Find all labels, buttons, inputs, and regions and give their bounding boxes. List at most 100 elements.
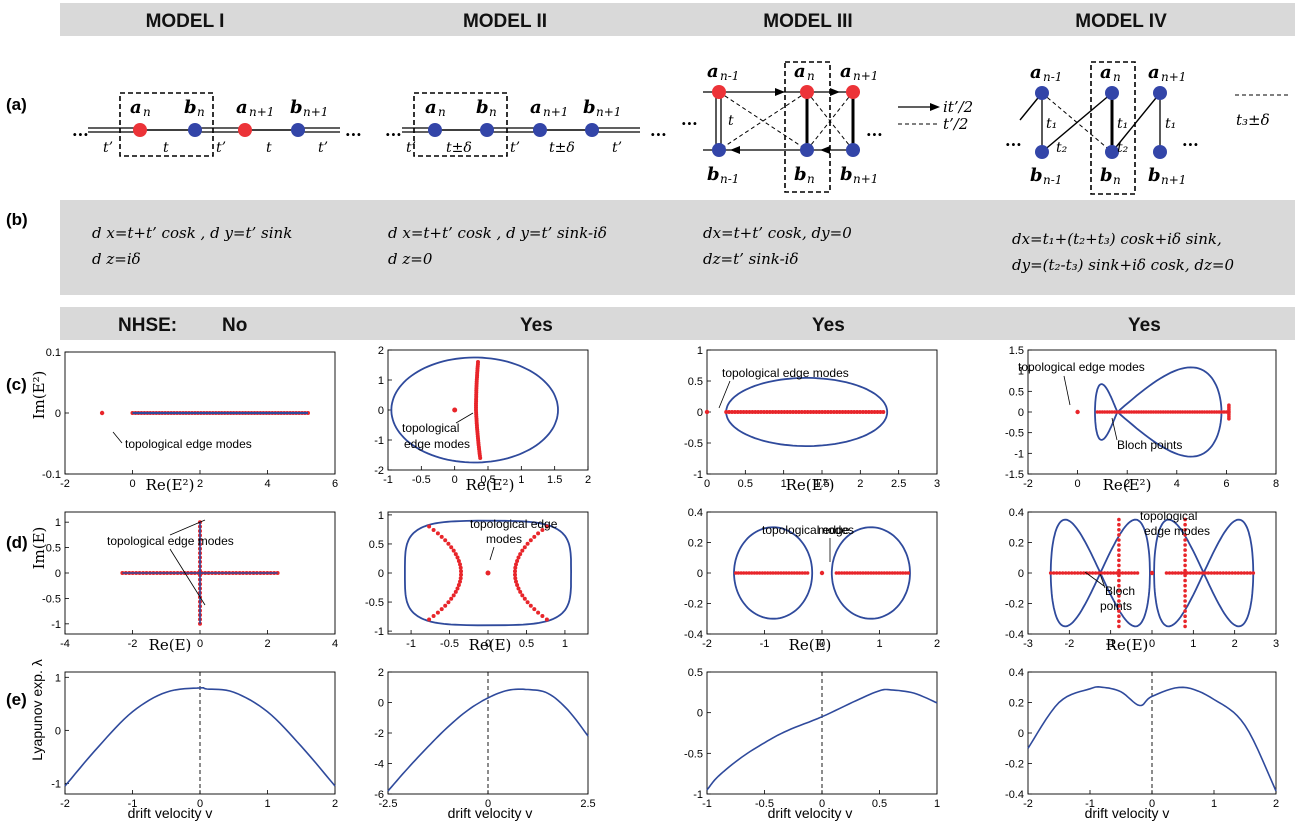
data-point [514, 562, 518, 567]
node-b [480, 123, 494, 137]
data-point [837, 410, 842, 414]
data-point [532, 534, 537, 539]
annot-topo-d1: topological edge modes [107, 534, 234, 548]
plot-c4: -2 0 2 4 6 8 -1.5 -1 -0.5 0 0.5 1 1.5 [1005, 345, 1279, 490]
data-point [757, 571, 762, 575]
data-point [1069, 571, 1074, 575]
label-a: a [707, 61, 719, 82]
data-point [776, 410, 781, 414]
data-point [770, 410, 775, 414]
x-tick-label: -0.5 [412, 474, 431, 486]
data-point [869, 410, 874, 414]
x-tick-label: 4 [264, 478, 270, 490]
eq-model-2-line-1: d x=t+t’ cosk , d y=t’ sink-iδ [388, 224, 607, 242]
data-point [435, 610, 440, 615]
hop-label: t’ [103, 140, 113, 156]
node-b [712, 143, 726, 157]
x-tick-label: 3 [1273, 638, 1279, 650]
hop-label: t [266, 140, 272, 156]
plot-e1: -2 -1 0 1 2 -1 0 1 [51, 671, 338, 810]
data-point [1124, 410, 1129, 414]
data-point [532, 607, 537, 612]
data-point [879, 571, 884, 575]
data-point [458, 579, 462, 584]
eq-model-1-line-1: d x=t+t’ cosk , d y=t’ sink [92, 224, 292, 242]
data-point [1239, 571, 1244, 575]
edge-mode-point [485, 570, 491, 576]
data-point [528, 603, 533, 608]
y-tick-label: -6 [374, 789, 384, 801]
data-point [1203, 571, 1208, 575]
data-point [1245, 571, 1250, 575]
data-point [887, 571, 892, 575]
xlabel-e1: drift velocity v [128, 805, 213, 821]
ellipsis-right: ... [650, 121, 667, 140]
data-point [455, 555, 460, 560]
data-point [1111, 571, 1116, 575]
y-tick-label: -1 [51, 778, 61, 790]
data-point [1117, 578, 1121, 583]
node-a [846, 85, 860, 99]
data-point [544, 617, 549, 622]
nhse-model-3: Yes [812, 315, 845, 336]
data-point [872, 410, 877, 414]
y-tick-label: 0 [1018, 728, 1024, 740]
sub: n+1 [853, 172, 878, 186]
x-tick-label: 0 [485, 638, 491, 650]
data-point [834, 571, 839, 575]
nhse-label: NHSE: [118, 315, 177, 336]
data-point [840, 410, 845, 414]
data-point [1108, 571, 1113, 575]
x-tick-label: -1 [760, 638, 770, 650]
data-point [1183, 614, 1187, 618]
data-point [1096, 571, 1101, 575]
data-point [1066, 571, 1071, 575]
y-tick-label: 0.2 [1009, 698, 1024, 710]
x-tick-label: -2 [60, 478, 70, 490]
data-point [847, 571, 852, 575]
data-point [893, 571, 897, 575]
data-point [1209, 571, 1214, 575]
x-tick-label: -0.5 [755, 798, 774, 810]
data-point [795, 571, 799, 575]
data-point [776, 571, 781, 575]
y-tick-label: 2 [378, 667, 384, 679]
eq-model-4-line-1: dx=t₁+(t₂+t₃) cosk+iδ sink, [1012, 230, 1222, 248]
label-a: a [530, 97, 542, 118]
data-point [738, 410, 743, 414]
data-point [1221, 571, 1226, 575]
data-point [1227, 571, 1232, 575]
eq-model-4-line-2: dy=(t₂-t₃) sink+iδ cosk, dz=0 [1012, 256, 1235, 274]
data-point [724, 410, 729, 414]
data-point [759, 410, 764, 414]
hop-label: t±δ [549, 140, 575, 156]
xlabel-c1: Re(E²) [146, 476, 195, 494]
x-tick-label: -1 [406, 638, 416, 650]
y-tick-label: -0.4 [684, 629, 703, 641]
data-point [845, 571, 849, 575]
ellipsis-right: ... [345, 121, 362, 140]
ellipsis-left: ... [681, 110, 698, 129]
data-point [431, 614, 436, 618]
data-point [781, 571, 786, 575]
hop-label: t’ [510, 140, 520, 156]
y-tick-label: -0.5 [684, 748, 703, 760]
data-point [735, 410, 740, 414]
label-b: b [794, 164, 807, 185]
data-point [878, 410, 883, 414]
plot-d1: -4 -2 0 2 4 -1 -0.5 0 0.5 1 [42, 511, 338, 650]
data-point [1183, 538, 1187, 542]
y-tick-label: 0.4 [1009, 507, 1024, 519]
data-point [817, 410, 822, 414]
data-point [1117, 614, 1121, 618]
sub: n [807, 172, 815, 186]
y-tick-label: 0 [55, 568, 61, 580]
data-point [1248, 571, 1253, 575]
loop-curve [830, 526, 911, 620]
x-tick-label: -2 [128, 638, 138, 650]
x-tick-label: 2 [934, 638, 940, 650]
data-point [515, 559, 520, 563]
data-point [895, 571, 900, 575]
y-tick-label: 0.2 [688, 538, 703, 550]
